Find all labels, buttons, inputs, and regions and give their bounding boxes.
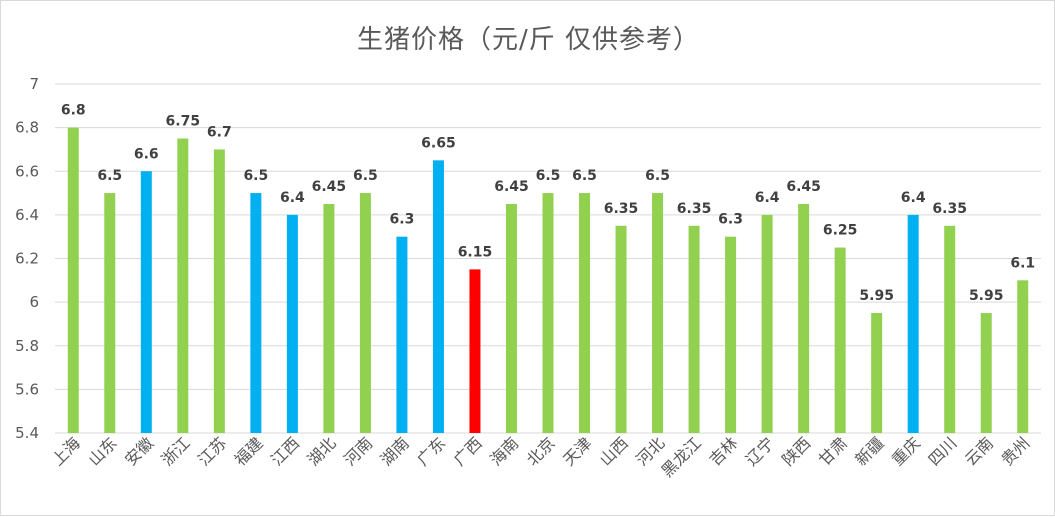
data-label: 6.35 bbox=[932, 201, 967, 217]
bar bbox=[761, 214, 773, 433]
data-label: 6.5 bbox=[243, 168, 268, 184]
x-tick-label: 广西 bbox=[450, 433, 486, 469]
x-tick-label: 甘肃 bbox=[815, 433, 851, 469]
bar bbox=[396, 236, 408, 433]
x-tick-label: 湖南 bbox=[377, 433, 413, 469]
y-tick-label: 5.4 bbox=[15, 424, 39, 442]
y-tick-label: 6.2 bbox=[15, 250, 39, 268]
x-tick-label: 山西 bbox=[596, 433, 632, 469]
bar bbox=[505, 203, 517, 433]
data-label: 6.7 bbox=[207, 124, 232, 140]
x-tick-label: 贵州 bbox=[997, 433, 1033, 469]
data-label: 6.5 bbox=[645, 168, 670, 184]
data-label: 6.35 bbox=[677, 201, 712, 217]
bar bbox=[104, 193, 116, 433]
bar bbox=[798, 203, 810, 433]
x-tick-label: 江苏 bbox=[194, 433, 230, 469]
bar bbox=[359, 193, 371, 433]
x-tick-label: 海南 bbox=[486, 433, 522, 469]
bar bbox=[67, 127, 79, 433]
y-axis: 5.4 5.6 5.8 6 6.2 6.4 6.6 6.8 7 bbox=[15, 75, 39, 442]
bar bbox=[323, 203, 335, 433]
bar bbox=[286, 214, 298, 433]
y-tick-label: 7 bbox=[29, 75, 39, 93]
x-tick-label: 辽宁 bbox=[742, 433, 778, 469]
data-label: 6.1 bbox=[1010, 255, 1035, 271]
bar bbox=[834, 247, 846, 433]
bar bbox=[615, 225, 627, 433]
bar bbox=[1017, 280, 1029, 433]
bar bbox=[688, 225, 700, 433]
y-tick-label: 6 bbox=[29, 293, 39, 311]
bar bbox=[652, 193, 664, 433]
bar bbox=[725, 236, 737, 433]
y-tick-label: 5.8 bbox=[15, 337, 39, 355]
data-label: 6.5 bbox=[572, 168, 597, 184]
y-tick-label: 5.6 bbox=[15, 380, 39, 398]
bars bbox=[67, 127, 1029, 433]
x-tick-label: 黑龙江 bbox=[658, 433, 705, 480]
x-tick-label: 天津 bbox=[559, 433, 595, 469]
x-tick-label: 吉林 bbox=[705, 433, 741, 469]
x-tick-label: 福建 bbox=[231, 433, 267, 469]
data-label: 6.3 bbox=[390, 212, 415, 228]
bar bbox=[944, 225, 956, 433]
x-tick-label: 湖北 bbox=[304, 433, 340, 469]
data-label: 6.65 bbox=[421, 135, 456, 151]
data-label: 6.4 bbox=[280, 190, 305, 206]
data-labels: 6.86.56.66.756.76.56.46.456.56.36.656.15… bbox=[61, 103, 1035, 304]
data-label: 6.4 bbox=[901, 190, 926, 206]
x-tick-label: 广东 bbox=[413, 433, 449, 469]
x-tick-label: 新疆 bbox=[851, 433, 887, 469]
x-axis: 上海 山东 安徽 浙江 江苏 福建 江西 湖北 河南 湖南 广东 广西 海南 北京 天津 山西 河北黑龙江 吉林辽… bbox=[48, 433, 1034, 480]
data-label: 6.3 bbox=[718, 212, 743, 228]
x-tick-label: 云南 bbox=[961, 433, 997, 469]
bar bbox=[177, 138, 189, 433]
x-tick-label: 山东 bbox=[85, 433, 121, 469]
data-label: 6.45 bbox=[312, 179, 347, 195]
data-label: 5.95 bbox=[859, 288, 894, 304]
data-label: 6.4 bbox=[755, 190, 780, 206]
data-label: 6.5 bbox=[97, 168, 122, 184]
bar bbox=[907, 214, 919, 433]
x-tick-label: 浙江 bbox=[158, 433, 194, 469]
bar bbox=[213, 149, 225, 433]
data-label: 6.45 bbox=[494, 179, 529, 195]
bar bbox=[432, 160, 444, 433]
chart-title: 生猪价格（元/斤 仅供参考） bbox=[356, 25, 701, 55]
bar bbox=[579, 193, 591, 433]
data-label: 6.75 bbox=[166, 114, 201, 130]
data-label: 6.6 bbox=[134, 146, 159, 162]
y-tick-label: 6.6 bbox=[15, 162, 39, 180]
data-label: 6.45 bbox=[786, 179, 821, 195]
bar bbox=[980, 313, 992, 433]
bar bbox=[871, 313, 883, 433]
y-tick-label: 6.8 bbox=[15, 119, 39, 137]
x-tick-label: 北京 bbox=[523, 433, 559, 469]
data-label: 6.35 bbox=[604, 201, 639, 217]
bar bbox=[542, 193, 554, 433]
x-tick-label: 陕西 bbox=[778, 433, 814, 469]
x-tick-label: 重庆 bbox=[888, 433, 924, 469]
data-label: 6.5 bbox=[353, 168, 378, 184]
data-label: 6.15 bbox=[458, 244, 493, 260]
bar bbox=[140, 171, 152, 433]
x-tick-label: 四川 bbox=[924, 433, 960, 469]
bar bbox=[250, 193, 262, 433]
x-tick-label: 安徽 bbox=[121, 433, 157, 469]
bar bbox=[469, 269, 481, 433]
data-label: 6.8 bbox=[61, 103, 86, 119]
x-tick-label: 上海 bbox=[48, 433, 84, 469]
data-label: 6.25 bbox=[823, 223, 858, 239]
x-tick-label: 河南 bbox=[340, 433, 376, 469]
data-label: 6.5 bbox=[536, 168, 561, 184]
x-tick-label: 江西 bbox=[267, 433, 303, 469]
y-tick-label: 6.4 bbox=[15, 206, 39, 224]
data-label: 5.95 bbox=[969, 288, 1004, 304]
